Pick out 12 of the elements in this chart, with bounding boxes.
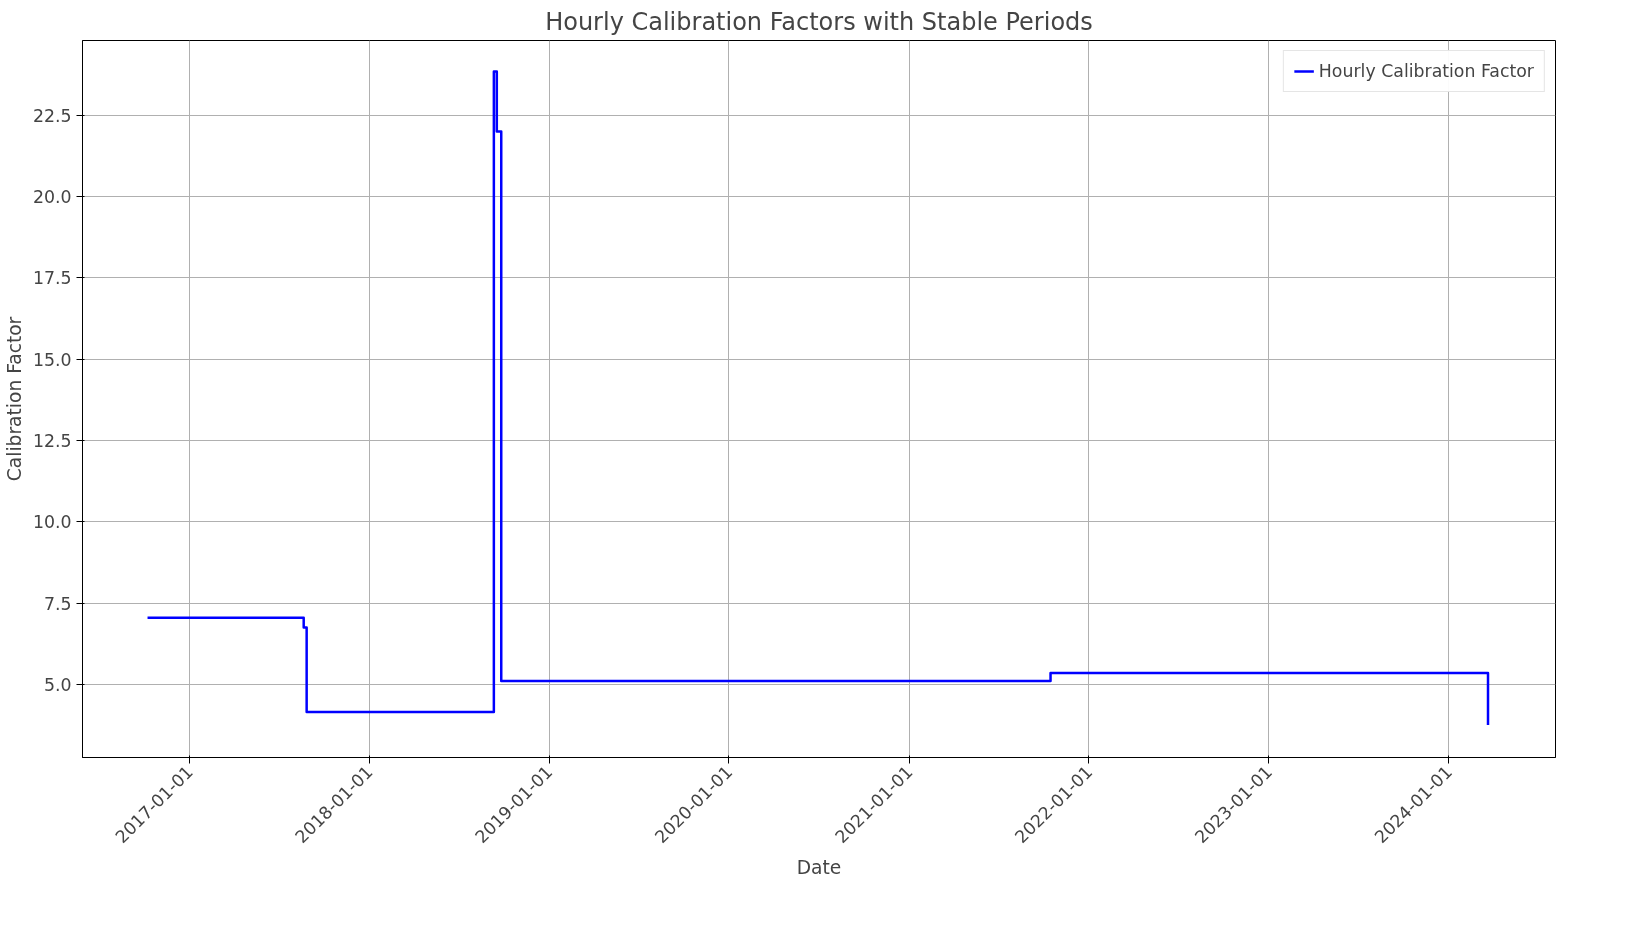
y-tick-label: 5.0: [43, 674, 72, 695]
y-tick-label: 10.0: [32, 512, 72, 533]
x-axis-title: Date: [796, 856, 842, 878]
y-tick-label: 20.0: [32, 187, 72, 208]
chart-title: Hourly Calibration Factors with Stable Periods: [545, 7, 1093, 36]
y-tick-label: 17.5: [32, 268, 72, 289]
legend-label: Hourly Calibration Factor: [1318, 61, 1534, 81]
y-tick-label: 7.5: [43, 593, 72, 614]
y-tick-label: 15.0: [32, 349, 72, 370]
y-axis-title: Calibration Factor: [3, 316, 25, 482]
y-tick-label: 12.5: [32, 430, 72, 451]
y-tick-label: 22.5: [32, 105, 72, 126]
